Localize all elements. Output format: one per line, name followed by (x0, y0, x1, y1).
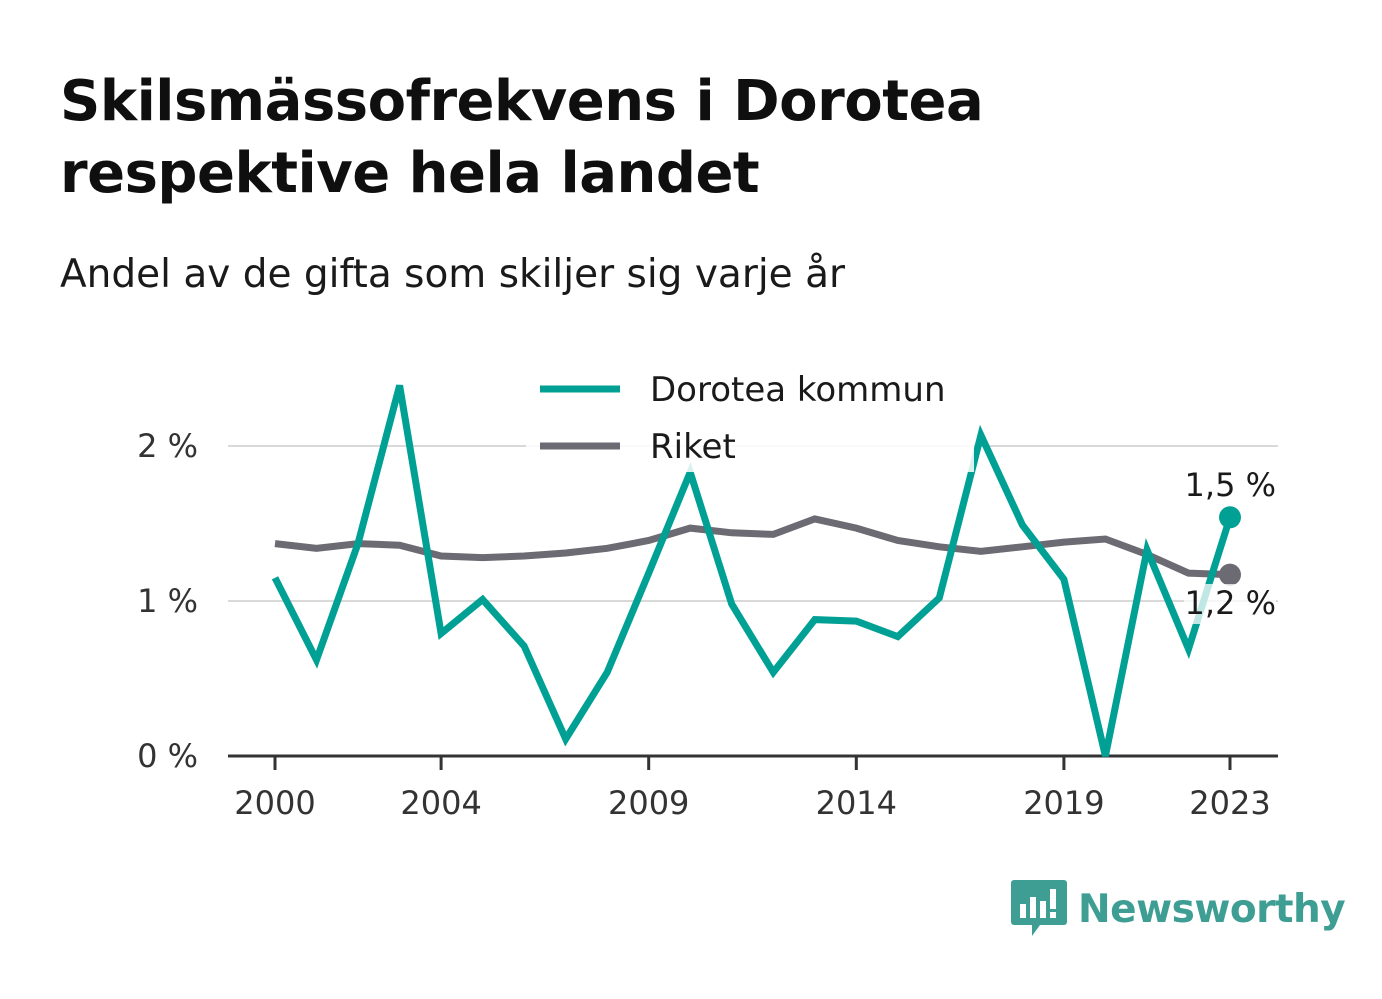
x-tick-label: 2019 (1023, 784, 1104, 822)
axis-layer: 0 % 1 % 2 % 2000 2004 2009 2014 2019 2023 (137, 427, 1278, 822)
x-tick-label: 2004 (400, 784, 481, 822)
x-tick-label: 2009 (608, 784, 689, 822)
y-tick-label: 1 % (137, 582, 198, 620)
y-tick-label: 2 % (137, 427, 198, 465)
end-label-dorotea: 1,5 % (1185, 466, 1276, 504)
x-tick-label: 2014 (816, 784, 897, 822)
end-point-riket (1219, 564, 1241, 586)
newsworthy-logo-icon (1010, 878, 1068, 940)
end-label-layer: 1,5 % 1,2 % (1184, 466, 1276, 624)
brand-name: Newsworthy (1078, 887, 1345, 932)
end-label-riket: 1,2 % (1185, 584, 1276, 622)
x-tick-label: 2023 (1189, 784, 1270, 822)
newsworthy-brand: Newsworthy (1010, 878, 1345, 940)
y-tick-label: 0 % (137, 737, 198, 775)
x-tick-label: 2000 (234, 784, 315, 822)
series-line-riket (275, 519, 1230, 575)
end-point-dorotea-kommun (1219, 506, 1241, 528)
legend: Dorotea kommun Riket (526, 362, 974, 472)
legend-label-riket: Riket (650, 427, 736, 467)
legend-label-dorotea-kommun: Dorotea kommun (650, 370, 946, 410)
line-chart: 0 % 1 % 2 % 2000 2004 2009 2014 2019 2023 Dorote… (0, 0, 1382, 999)
